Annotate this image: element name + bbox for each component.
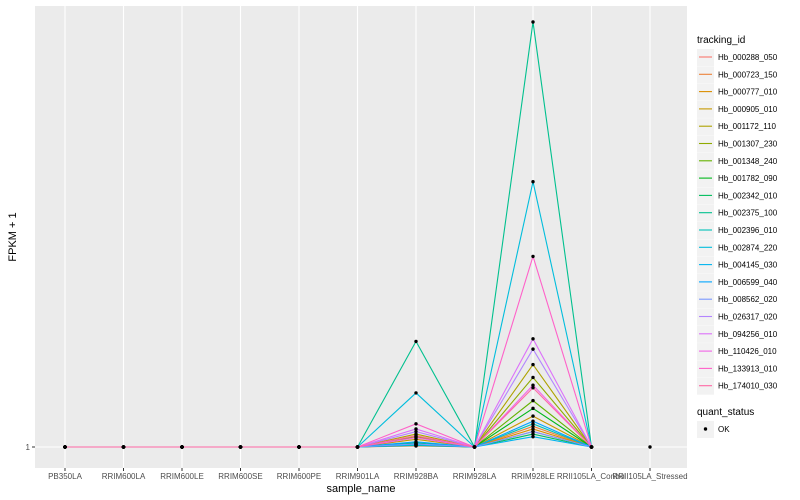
y-axis: 1 xyxy=(26,443,35,452)
legend-label: Hb_001348_240 xyxy=(718,157,778,166)
data-point xyxy=(531,406,535,411)
color-legend: tracking_id Hb_000288_050 Hb_000723_150 Hb… xyxy=(697,35,778,395)
data-point xyxy=(414,422,418,426)
legend-label: Hb_000288_050 xyxy=(718,53,778,62)
data-point xyxy=(531,434,535,439)
data-point xyxy=(414,427,418,431)
x-tick-label: RRIM928LE xyxy=(511,472,555,481)
legend-label: Hb_110426_010 xyxy=(718,347,777,356)
legend-label: Hb_008562_020 xyxy=(718,295,778,304)
legend-label: Hb_000723_150 xyxy=(718,70,778,79)
data-point xyxy=(531,422,535,426)
y-tick-label: 1 xyxy=(26,443,31,452)
legend-label: Hb_174010_030 xyxy=(718,382,778,391)
shape-legend: quant_status OK xyxy=(697,407,754,438)
plot-panel xyxy=(35,6,687,468)
data-points xyxy=(63,20,652,449)
series-lines xyxy=(65,21,593,449)
y-axis-title: FPKM + 1 xyxy=(7,212,19,261)
data-point xyxy=(531,419,535,423)
data-point xyxy=(238,445,243,449)
data-point xyxy=(472,445,477,449)
x-axis-title: sample_name xyxy=(326,483,395,495)
data-point xyxy=(531,386,535,390)
data-point xyxy=(531,337,535,341)
data-point xyxy=(531,427,535,431)
data-point xyxy=(531,20,535,24)
legend-label: Hb_000777_010 xyxy=(718,88,778,97)
data-point xyxy=(531,424,535,429)
legend-label: Hb_006599_040 xyxy=(718,278,778,287)
data-point xyxy=(648,445,652,449)
data-point xyxy=(355,445,360,449)
data-point xyxy=(531,375,535,380)
x-tick-label: RRII105LA_Stressed xyxy=(612,472,687,481)
x-tick-label: RRIM600PE xyxy=(277,472,321,481)
x-tick-label: RRIM928BA xyxy=(394,472,439,481)
legend-label: Hb_002396_010 xyxy=(718,226,778,235)
data-point xyxy=(531,362,535,367)
x-tick-label: RRIM600LE xyxy=(160,472,204,481)
data-point xyxy=(531,398,535,403)
data-point xyxy=(531,254,535,259)
data-point xyxy=(63,445,67,449)
data-point xyxy=(531,347,535,351)
data-point xyxy=(414,339,418,344)
data-point xyxy=(414,429,418,434)
data-point xyxy=(589,445,594,449)
legend-label: Hb_001782_090 xyxy=(718,174,778,183)
x-tick-label: RRIM928LA xyxy=(453,472,497,481)
x-tick-label: RRIM600SE xyxy=(218,472,262,481)
legend-label: Hb_001307_230 xyxy=(718,140,778,149)
data-point xyxy=(414,391,418,395)
color-legend-title: tracking_id xyxy=(697,35,745,46)
data-point xyxy=(531,383,535,387)
data-point xyxy=(531,432,535,436)
legend-label: Hb_094256_010 xyxy=(718,330,778,339)
data-point xyxy=(414,442,418,446)
data-point xyxy=(531,179,535,184)
shape-legend-point xyxy=(703,427,708,431)
data-point xyxy=(121,445,126,449)
shape-legend-title: quant_status xyxy=(697,407,754,418)
x-tick-label: PB350LA xyxy=(48,472,82,481)
legend-label: Hb_133913_010 xyxy=(718,364,778,373)
legend-label: Hb_001172_110 xyxy=(718,122,777,131)
data-point xyxy=(180,445,184,449)
legend-label: Hb_002874_220 xyxy=(718,243,778,252)
data-point xyxy=(414,433,418,438)
x-tick-label: RRIM901LA xyxy=(336,472,380,481)
legend-label: Hb_000905_010 xyxy=(718,105,778,114)
data-point xyxy=(531,429,535,434)
legend-label: Hb_026317_020 xyxy=(718,313,778,322)
x-tick-label: RRII105LA_Control xyxy=(557,472,627,481)
legend-label: Hb_002342_010 xyxy=(718,191,778,200)
shape-legend-label: OK xyxy=(718,425,730,434)
x-tick-label: RRIM600LA xyxy=(102,472,146,481)
series-line xyxy=(65,386,592,448)
data-point xyxy=(297,445,301,449)
data-point xyxy=(531,414,535,418)
legend-label: Hb_004145_030 xyxy=(718,261,778,270)
x-axis: PB350LA RRIM600LA RRIM600LE RRIM600SE RRIM60… xyxy=(48,468,688,481)
legend-label: Hb_002375_100 xyxy=(718,209,778,218)
